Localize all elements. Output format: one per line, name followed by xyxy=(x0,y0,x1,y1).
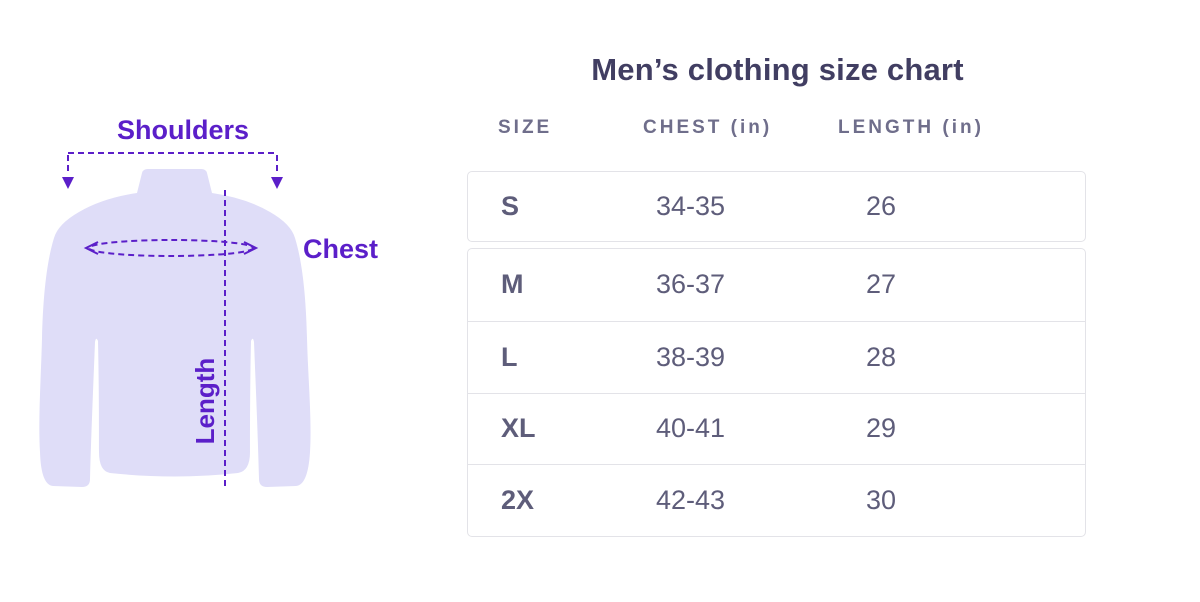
chest-cell: 40-41 xyxy=(656,413,726,444)
chest-cell: 34-35 xyxy=(656,191,726,221)
arrow-left-icon xyxy=(83,241,99,255)
shoulders-measure-bracket xyxy=(62,152,283,189)
size-cell: XL xyxy=(501,413,536,444)
arrow-down-icon xyxy=(62,177,74,189)
table-header: SIZE CHEST (in) LENGTH (in) xyxy=(498,117,1088,139)
table-row: M 36-37 27 xyxy=(468,249,1085,321)
chest-cell: 36-37 xyxy=(656,269,726,300)
size-cell: L xyxy=(501,341,518,372)
column-header-length: LENGTH (in) xyxy=(838,117,984,138)
size-cell: 2X xyxy=(501,485,535,516)
length-cell: 28 xyxy=(866,341,897,372)
chest-label: Chest xyxy=(303,234,379,264)
table-row: L 38-39 28 xyxy=(468,320,1085,393)
length-cell: 26 xyxy=(866,191,897,221)
size-table-panel: Men’s clothing size chart SIZE CHEST (in… xyxy=(467,0,1088,602)
shirt-diagram-canvas xyxy=(39,152,311,487)
shirt-measurement-diagram: Shoulders Chest Length xyxy=(0,0,440,602)
table-row: S 34-35 26 xyxy=(468,172,1085,241)
table-row-group: M 36-37 27 L 38-39 28 XL 40-41 29 2X 42-… xyxy=(467,248,1086,537)
chest-measure-ellipse xyxy=(83,239,259,257)
size-cell: S xyxy=(501,191,520,221)
table-row: XL 40-41 29 xyxy=(468,392,1085,465)
page-title: Men’s clothing size chart xyxy=(591,52,964,87)
length-label: Length xyxy=(190,357,220,445)
arrow-down-icon xyxy=(271,177,283,189)
chest-cell: 42-43 xyxy=(656,485,726,516)
length-cell: 29 xyxy=(866,413,897,444)
column-header-size: SIZE xyxy=(498,117,553,138)
shoulders-label: Shoulders xyxy=(116,115,250,145)
table-row-box-s: S 34-35 26 xyxy=(467,171,1086,242)
shirt-silhouette xyxy=(39,169,311,487)
size-cell: M xyxy=(501,269,524,300)
table-row: 2X 42-43 30 xyxy=(468,464,1085,536)
length-cell: 30 xyxy=(866,485,897,516)
chest-cell: 38-39 xyxy=(656,341,726,372)
length-cell: 27 xyxy=(866,269,897,300)
column-header-chest: CHEST (in) xyxy=(643,117,773,138)
arrow-right-icon xyxy=(243,241,259,255)
